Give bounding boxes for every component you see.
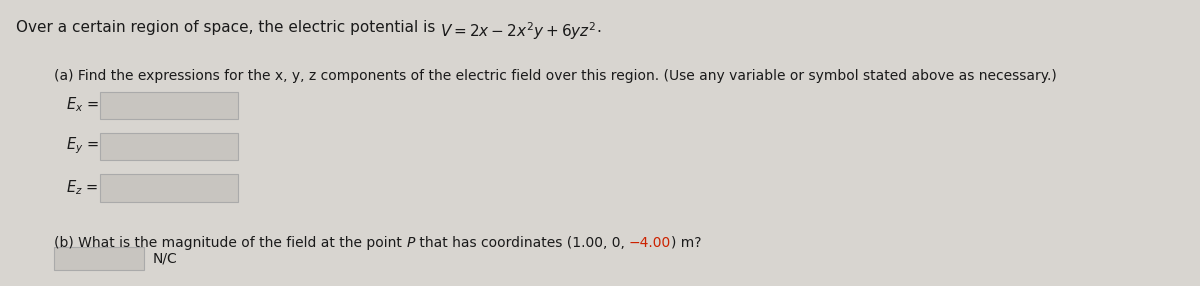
FancyBboxPatch shape [100,133,238,160]
Text: $E_x$ =: $E_x$ = [66,95,100,114]
Text: $V = 2x - 2x^2y + 6yz^2$: $V = 2x - 2x^2y + 6yz^2$ [440,20,596,42]
FancyBboxPatch shape [100,92,238,119]
FancyBboxPatch shape [100,174,238,202]
Text: −4.00: −4.00 [629,236,671,250]
FancyBboxPatch shape [54,247,144,270]
Text: Over a certain region of space, the electric potential is: Over a certain region of space, the elec… [16,20,440,35]
Text: ) m?: ) m? [671,236,702,250]
Text: P: P [407,236,415,250]
Text: N/C: N/C [152,252,178,266]
Text: that has coordinates (1.00, 0,: that has coordinates (1.00, 0, [415,236,629,250]
Text: (b) What is the magnitude of the field at the point: (b) What is the magnitude of the field a… [54,236,407,250]
Text: .: . [596,20,601,35]
Text: (a) Find the expressions for the x, y, z components of the electric field over t: (a) Find the expressions for the x, y, z… [54,69,1057,83]
Text: $E_y$ =: $E_y$ = [66,136,100,156]
Text: $E_z$ =: $E_z$ = [66,178,98,197]
